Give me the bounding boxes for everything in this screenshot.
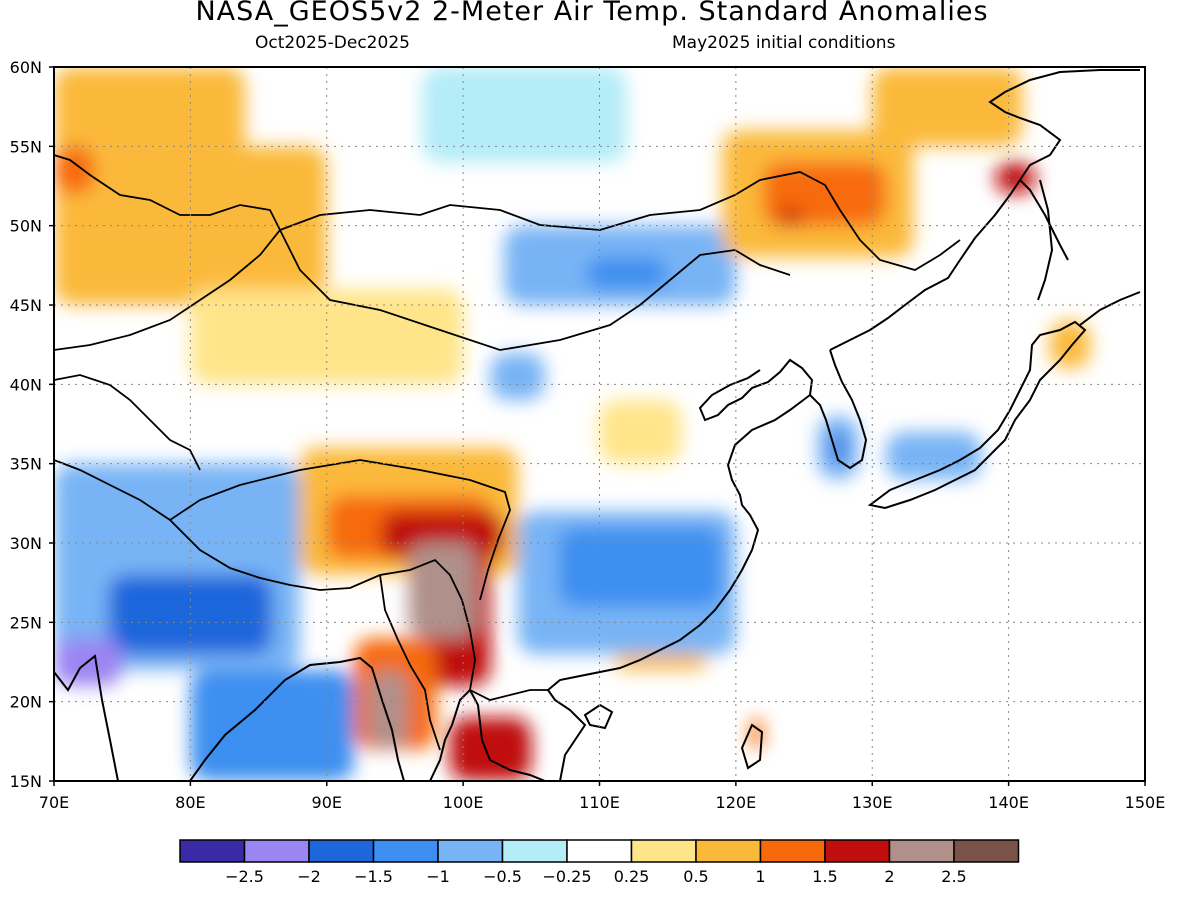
anomaly-region [449, 717, 532, 781]
colorbar-swatch [695, 839, 762, 863]
country-borders [54, 154, 961, 751]
anomaly-region [613, 654, 709, 670]
initial-conditions: May2025 initial conditions [672, 33, 896, 53]
colorbar-swatch [630, 839, 697, 863]
lat-tick-label: 55N [10, 137, 42, 156]
colorbar-label: −2.5 [225, 867, 264, 886]
colorbar-label: 2.5 [941, 867, 966, 886]
anomaly-region [367, 669, 409, 750]
anomaly-region [872, 67, 1023, 147]
anomaly-region [763, 162, 886, 226]
lat-tick-label: 25N [10, 613, 42, 632]
colorbar-swatch [243, 839, 310, 863]
colorbar-label: −1 [426, 867, 450, 886]
lat-tick-label: 50N [10, 217, 42, 236]
colorbar-swatch [372, 839, 439, 863]
anomaly-region [599, 400, 682, 464]
coastline-taiwan [740, 723, 764, 770]
lat-tick-label: 30N [10, 534, 42, 553]
colorbar-swatch [501, 839, 568, 863]
colorbar-swatch [179, 839, 246, 863]
coastlines [54, 69, 1141, 781]
colorbar-swatch [824, 839, 891, 863]
anomaly-region [885, 431, 982, 480]
lat-tick-label: 20N [10, 693, 42, 712]
border-tibet-north [169, 459, 511, 601]
anomaly-region [54, 146, 327, 305]
coastline-kamchatka [1079, 291, 1141, 326]
coastline-indochina [429, 358, 814, 781]
anomaly-region [558, 527, 723, 607]
colorbar-swatch [759, 839, 826, 863]
lon-tick-label: 110E [579, 793, 620, 812]
forecast-period: Oct2025-Dec2025 [255, 33, 410, 53]
border-mongolia [279, 171, 961, 271]
plot-area: 70E 80E 90E 100E 110E 120E 130E 140E 150E 15N 20N 2… [10, 58, 1166, 812]
colorbar-label: 0.25 [614, 867, 650, 886]
anomaly-region [776, 209, 805, 226]
gridlines [54, 67, 1145, 781]
border-se-asia [379, 574, 548, 751]
colorbar-label: −2 [297, 867, 321, 886]
coastline-japan [867, 320, 1087, 510]
anomaly-region [490, 352, 545, 401]
anomaly-region [422, 67, 627, 163]
border-himalaya [54, 459, 476, 691]
colorbar-label: 1 [755, 867, 765, 886]
anomaly-region [122, 606, 218, 655]
anomaly-region [1049, 320, 1091, 369]
lon-tick-label: 90E [312, 793, 342, 812]
coastline-russia-east [829, 69, 1140, 351]
lon-tick-label: 70E [39, 793, 69, 812]
lat-tick-label: 45N [10, 296, 42, 315]
colorbar-label: 2 [884, 867, 894, 886]
coastline-hainan [583, 703, 614, 730]
anomaly-region [585, 257, 668, 290]
coastline-korea [809, 349, 868, 470]
colorbar-swatch [953, 839, 1020, 863]
lon-tick-label: 120E [716, 793, 757, 812]
colorbar-swatch [888, 839, 955, 863]
lon-tick-label: 100E [443, 793, 484, 812]
anomaly-field [54, 67, 1091, 781]
lon-tick-label: 130E [852, 793, 893, 812]
anomaly-region [190, 289, 464, 385]
border-mongolia-south [279, 229, 791, 351]
axis-labels: 70E 80E 90E 100E 110E 120E 130E 140E 150E 15N 20N 2… [10, 58, 1166, 812]
colorbar: −2.5 −2 −1.5 −1 −0.5 −0.25 0.25 0.5 1 1.5 2 2.5 [179, 839, 1020, 886]
lat-tick-label: 15N [10, 772, 42, 791]
anomaly-regions [54, 67, 1091, 781]
colorbar-swatch [308, 839, 375, 863]
coastline-south-asia [54, 654, 405, 781]
anomaly-region [408, 543, 477, 639]
coastline-sakhalin [1037, 179, 1054, 301]
colorbar-swatch [566, 839, 633, 863]
map-title: NASA_GEOS5v2 2-Meter Air Temp. Standard … [195, 0, 989, 27]
colorbar-label: 1.5 [812, 867, 837, 886]
lon-tick-label: 140E [988, 793, 1029, 812]
anomaly-region [831, 431, 845, 464]
anomaly-region [190, 669, 355, 781]
colorbar-swatch [437, 839, 504, 863]
colorbar-label: −0.25 [542, 867, 591, 886]
colorbar-label: −1.5 [354, 867, 393, 886]
colorbar-label: −0.5 [483, 867, 522, 886]
lat-tick-label: 35N [10, 455, 42, 474]
anomaly-region [54, 146, 95, 194]
colorbar-label: 0.5 [683, 867, 708, 886]
lat-tick-label: 60N [10, 58, 42, 77]
border-central-asia [54, 374, 201, 471]
lon-tick-label: 150E [1125, 793, 1166, 812]
lon-tick-label: 80E [175, 793, 205, 812]
border-kazakhstan [54, 154, 282, 351]
lat-tick-label: 40N [10, 375, 42, 394]
